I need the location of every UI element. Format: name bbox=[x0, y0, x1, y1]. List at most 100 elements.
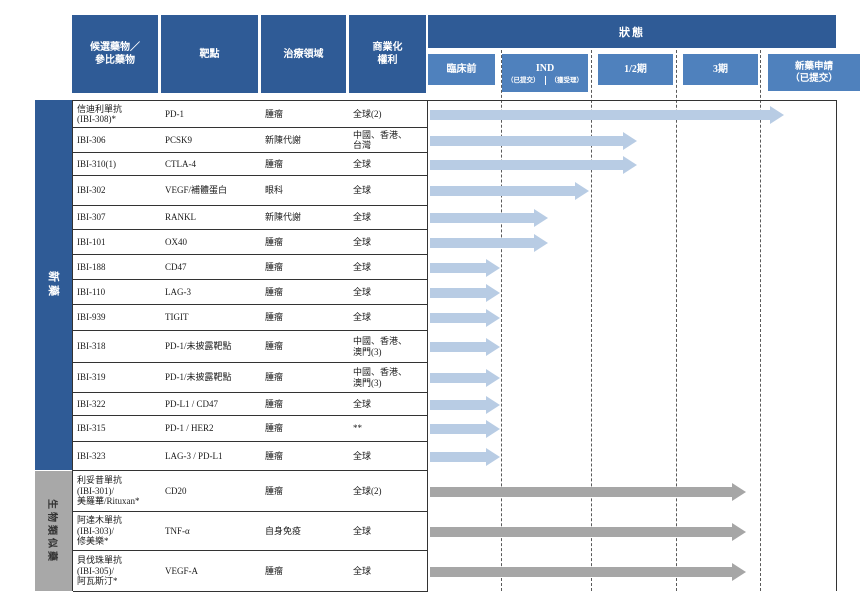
therapy-area-cell: 腫瘤 bbox=[265, 423, 284, 434]
ind-sub-labels: （已提交） （獲受理） bbox=[502, 75, 588, 85]
progress-track bbox=[428, 551, 836, 592]
therapy-area-cell: 眼科 bbox=[265, 185, 284, 196]
therapy-area-cell: 新陳代謝 bbox=[265, 134, 302, 145]
stage-box-preclinical: 臨床前 bbox=[428, 54, 495, 85]
progress-track bbox=[428, 512, 836, 551]
drug-name-cell: IBI-306 bbox=[77, 134, 106, 145]
drug-name-cell: 信迪利單抗 (IBI-308)* bbox=[77, 103, 123, 125]
target-cell: CD47 bbox=[165, 261, 187, 272]
drug-name-cell: IBI-322 bbox=[77, 398, 106, 409]
therapy-area-cell: 腫瘤 bbox=[265, 372, 284, 383]
section-label-biosimilars: 生物類似藥 bbox=[46, 498, 57, 564]
therapy-area-cell: 腫瘤 bbox=[265, 485, 284, 496]
progress-arrow bbox=[430, 522, 746, 541]
target-cell: PD-L1 / CD47 bbox=[165, 398, 219, 409]
drug-name-cell: IBI-319 bbox=[77, 372, 106, 383]
target-cell: PD-1/未披露靶點 bbox=[165, 372, 232, 383]
drug-name-cell: 阿達木單抗 (IBI-303)/ 修美樂* bbox=[77, 515, 123, 547]
column-header-rights: 商業化 權利 bbox=[349, 15, 426, 93]
target-cell: OX40 bbox=[165, 236, 187, 247]
progress-arrow bbox=[430, 482, 746, 501]
drug-name-cell: IBI-302 bbox=[77, 185, 106, 196]
drug-name-cell: 貝伐珠單抗 (IBI-305)/ 阿瓦斯汀* bbox=[77, 555, 123, 587]
progress-track bbox=[428, 255, 836, 280]
therapy-area-cell: 腫瘤 bbox=[265, 312, 284, 323]
progress-arrow bbox=[430, 233, 548, 252]
rights-cell: 全球 bbox=[353, 261, 372, 272]
therapy-area-cell: 腫瘤 bbox=[265, 286, 284, 297]
progress-arrow bbox=[430, 105, 784, 124]
progress-arrow bbox=[430, 395, 500, 414]
pipeline-table-body: 信迪利單抗 (IBI-308)* PD-1 腫瘤 全球(2) IBI-306 P… bbox=[72, 100, 837, 592]
column-header-therapy-area: 治療領域 bbox=[261, 15, 346, 93]
progress-arrow bbox=[430, 447, 500, 466]
progress-arrow bbox=[430, 131, 637, 150]
rights-cell: 全球(2) bbox=[353, 108, 382, 119]
progress-track bbox=[428, 416, 836, 442]
progress-arrow bbox=[430, 309, 500, 327]
pipeline-row: IBI-110 LAG-3 腫瘤 全球 bbox=[73, 280, 836, 305]
target-cell: VEGF-A bbox=[165, 565, 198, 576]
rights-cell: 全球 bbox=[353, 185, 372, 196]
column-header-candidate: 候選藥物／ 參比藥物 bbox=[72, 15, 158, 93]
status-banner: 狀態 bbox=[428, 15, 836, 48]
therapy-area-cell: 腫瘤 bbox=[265, 108, 284, 119]
drug-name-cell: IBI-310(1) bbox=[77, 158, 116, 169]
progress-arrow bbox=[430, 283, 500, 302]
rights-cell: 中國、香港、 澳門(3) bbox=[353, 367, 408, 388]
stage-divider-phase3-nda bbox=[760, 50, 761, 591]
rights-cell: ** bbox=[353, 423, 362, 434]
column-header-target: 靶點 bbox=[161, 15, 258, 93]
progress-track bbox=[428, 471, 836, 512]
target-cell: VEGF/補體蛋白 bbox=[165, 185, 228, 196]
progress-track bbox=[428, 206, 836, 230]
stage-divider-preclinical-ind bbox=[501, 50, 502, 591]
rights-cell: 全球 bbox=[353, 286, 372, 297]
section-strip-new-drugs: 新藥 bbox=[35, 100, 72, 470]
drug-name-cell: IBI-315 bbox=[77, 423, 106, 434]
therapy-area-cell: 新陳代謝 bbox=[265, 212, 302, 223]
ind-sub-submitted: （已提交） bbox=[507, 76, 540, 84]
rights-cell: 全球(2) bbox=[353, 485, 382, 496]
drug-name-cell: 利妥昔單抗 (IBI-301)/ 美羅華/Rituxan* bbox=[77, 475, 140, 507]
stage-divider-phase12-phase3 bbox=[676, 50, 677, 591]
pipeline-row: IBI-323 LAG-3 / PD-L1 腫瘤 全球 bbox=[73, 442, 836, 471]
stage-label-ind: IND bbox=[535, 62, 555, 74]
pipeline-row: IBI-319 PD-1/未披露靶點 腫瘤 中國、香港、 澳門(3) bbox=[73, 363, 836, 393]
progress-track bbox=[428, 363, 836, 393]
stage-box-nda: 新藥申請 （已提交） bbox=[768, 54, 860, 91]
section-strip-biosimilars: 生物類似藥 bbox=[35, 471, 72, 591]
stage-box-ind: IND （已提交） （獲受理） bbox=[502, 54, 588, 92]
pipeline-row: 貝伐珠單抗 (IBI-305)/ 阿瓦斯汀* VEGF-A 腫瘤 全球 bbox=[73, 551, 836, 592]
drug-name-cell: IBI-318 bbox=[77, 341, 106, 352]
target-cell: TNF-α bbox=[165, 525, 190, 536]
progress-arrow bbox=[430, 420, 500, 438]
section-label-new-drugs: 新藥 bbox=[46, 271, 59, 299]
progress-arrow bbox=[430, 209, 548, 227]
target-cell: TIGIT bbox=[165, 312, 189, 323]
stage-box-phase3: 3期 bbox=[683, 54, 758, 85]
pipeline-row: 信迪利單抗 (IBI-308)* PD-1 腫瘤 全球(2) bbox=[73, 101, 836, 128]
target-cell: CTLA-4 bbox=[165, 158, 196, 169]
progress-track bbox=[428, 442, 836, 471]
therapy-area-cell: 腫瘤 bbox=[265, 398, 284, 409]
progress-arrow bbox=[430, 562, 746, 581]
progress-track bbox=[428, 230, 836, 255]
progress-track bbox=[428, 331, 836, 363]
target-cell: PCSK9 bbox=[165, 134, 193, 145]
rights-cell: 全球 bbox=[353, 525, 372, 536]
rights-cell: 全球 bbox=[353, 212, 372, 223]
rights-cell: 全球 bbox=[353, 312, 372, 323]
target-cell: RANKL bbox=[165, 212, 196, 223]
pipeline-row: 阿達木單抗 (IBI-303)/ 修美樂* TNF-α 自身免疫 全球 bbox=[73, 512, 836, 551]
pipeline-row: IBI-307 RANKL 新陳代謝 全球 bbox=[73, 206, 836, 230]
therapy-area-cell: 腫瘤 bbox=[265, 261, 284, 272]
pipeline-row: IBI-306 PCSK9 新陳代謝 中國、香港、 台灣 bbox=[73, 128, 836, 153]
rights-cell: 中國、香港、 澳門(3) bbox=[353, 336, 408, 357]
pipeline-row: IBI-101 OX40 腫瘤 全球 bbox=[73, 230, 836, 255]
target-cell: LAG-3 bbox=[165, 286, 191, 297]
progress-arrow bbox=[430, 369, 500, 387]
therapy-area-cell: 腫瘤 bbox=[265, 565, 284, 576]
target-cell: CD20 bbox=[165, 485, 187, 496]
